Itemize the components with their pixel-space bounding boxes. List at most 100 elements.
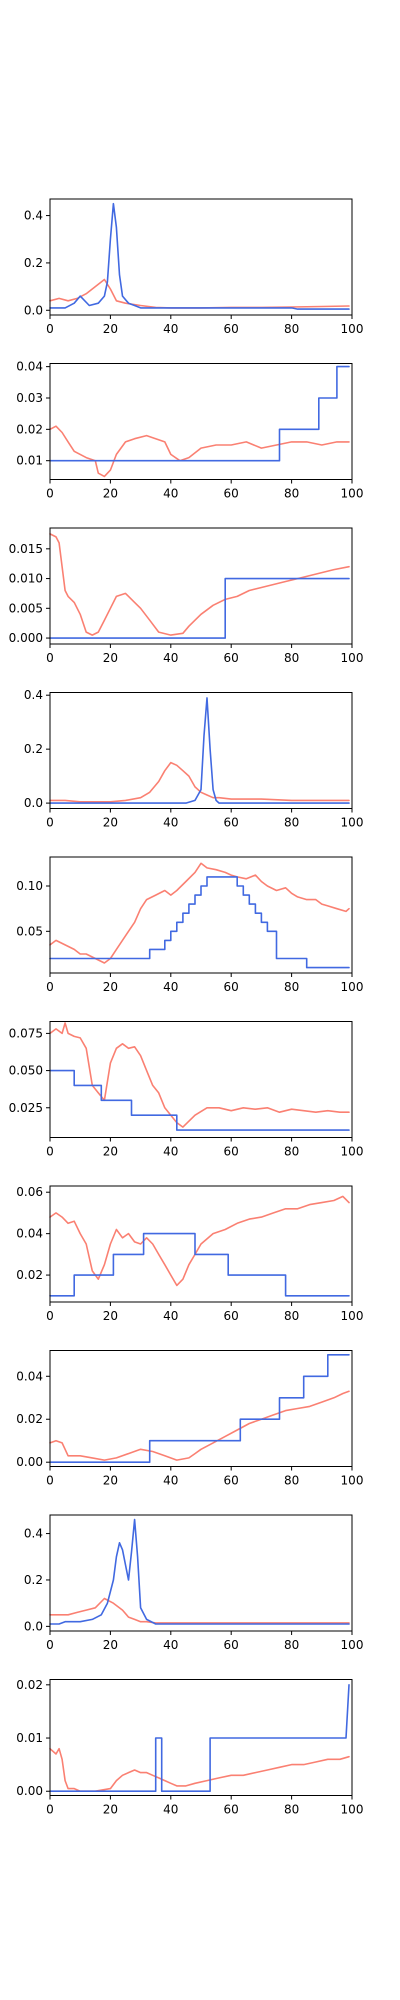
chart-8: 0 20 40 60 80 100 0.00 0.02 0.04	[16, 1350, 364, 1488]
chart-7: 0 20 40 60 80 100 0.02 0.04 0.06	[16, 1185, 363, 1323]
chart-2: 0 20 40 60 80 100 0.01 0.02 0.03 0.04	[16, 360, 363, 501]
chart-10-axes-frame	[49, 1679, 353, 1796]
chart-8-axes-frame	[49, 1350, 353, 1467]
chart-3-series-2-line	[49, 577, 350, 639]
x-tick-label: 0	[46, 980, 54, 994]
y-tick-label: 0.02	[16, 422, 43, 436]
x-tick-label: 40	[163, 1638, 178, 1652]
x-tick-label: 20	[103, 322, 118, 336]
y-tick-label: 0.02	[16, 1678, 43, 1692]
y-tick-label: 0.4	[24, 1527, 43, 1541]
x-tick-label: 40	[163, 980, 178, 994]
x-tick-label: 100	[341, 322, 364, 336]
chart-7-series-1-line	[49, 1195, 350, 1287]
x-tick-label: 100	[341, 1474, 364, 1488]
y-tick-label: 0.04	[16, 360, 43, 374]
x-tick-label: 0	[46, 487, 54, 501]
x-tick-label: 60	[224, 1145, 239, 1159]
chart-10: 0 20 40 60 80 100 0.00 0.01 0.02	[16, 1678, 363, 1817]
chart-7-axes-frame	[49, 1185, 353, 1303]
x-tick-label: 40	[163, 816, 178, 830]
x-tick-label: 100	[341, 651, 364, 665]
x-tick-label: 80	[284, 487, 299, 501]
x-tick-label: 100	[341, 980, 364, 994]
x-tick-label: 40	[163, 322, 178, 336]
x-tick-label: 0	[46, 1474, 54, 1488]
x-tick-label: 100	[341, 1309, 364, 1323]
chart-5-axes-frame	[49, 856, 353, 974]
y-tick-label: 0.2	[24, 742, 43, 756]
x-tick-label: 0	[46, 1145, 54, 1159]
x-tick-label: 0	[46, 816, 54, 830]
y-tick-label: 0.015	[9, 542, 43, 556]
y-tick-label: 0.025	[9, 1101, 43, 1115]
chart-10-series-2-line	[49, 1684, 350, 1792]
x-tick-label: 80	[284, 816, 299, 830]
x-tick-label: 20	[103, 816, 118, 830]
chart-2-series-2-line	[49, 365, 350, 462]
y-tick-label: 0.05	[16, 924, 43, 938]
chart-9-axes-frame	[49, 1514, 353, 1632]
y-tick-label: 0.005	[9, 601, 43, 615]
x-tick-label: 20	[103, 1474, 118, 1488]
x-tick-label: 40	[163, 1474, 178, 1488]
x-tick-label: 80	[284, 1638, 299, 1652]
x-tick-label: 80	[284, 1309, 299, 1323]
chart-1-series-2-line	[49, 202, 350, 310]
x-tick-label: 20	[103, 487, 118, 501]
y-tick-label: 0.00	[16, 1784, 43, 1798]
y-tick-label: 0.075	[9, 1026, 43, 1040]
x-tick-label: 60	[224, 1638, 239, 1652]
x-tick-label: 60	[224, 322, 239, 336]
y-tick-label: 0.01	[16, 1731, 43, 1745]
y-tick-label: 0.010	[9, 572, 43, 586]
chart-5-series-1-line	[49, 862, 350, 964]
x-tick-label: 20	[103, 1309, 118, 1323]
chart-5: 0 20 40 60 80 100 0.05 0.10	[16, 856, 364, 994]
x-tick-label: 100	[341, 1638, 364, 1652]
chart-6-axes-frame	[49, 1021, 353, 1138]
y-tick-label: 0.02	[16, 1412, 43, 1426]
y-tick-label: 0.01	[16, 454, 43, 468]
x-tick-label: 0	[46, 1638, 54, 1652]
x-tick-label: 100	[341, 1803, 364, 1817]
x-tick-label: 20	[103, 980, 118, 994]
chart-2-series-1-line	[49, 425, 350, 478]
x-tick-label: 60	[224, 487, 239, 501]
chart-8-series-2-line	[49, 1354, 350, 1463]
x-tick-label: 40	[163, 487, 178, 501]
y-tick-label: 0.00	[16, 1455, 43, 1469]
chart-2-axes-frame	[49, 363, 353, 480]
y-tick-label: 0.02	[16, 1268, 43, 1282]
x-tick-label: 60	[224, 980, 239, 994]
x-tick-label: 80	[284, 1474, 299, 1488]
x-tick-label: 40	[163, 1803, 178, 1817]
y-tick-label: 0.2	[24, 1573, 43, 1587]
chart-4-axes-frame	[49, 692, 353, 809]
chart-3: 0 20 40 60 80 100 0.000 0.005 0.010 0.015	[9, 527, 364, 665]
chart-1: 0 20 40 60 80 100 0.0 0.2 0.4	[24, 198, 364, 336]
x-tick-label: 80	[284, 1803, 299, 1817]
x-tick-label: 0	[46, 651, 54, 665]
x-tick-label: 60	[224, 816, 239, 830]
y-tick-label: 0.04	[16, 1227, 43, 1241]
y-tick-label: 0.0	[24, 796, 43, 810]
chart-6: 0 20 40 60 80 100 0.025 0.050 0.075	[9, 1021, 364, 1159]
y-tick-label: 0.4	[24, 688, 43, 702]
x-tick-label: 100	[341, 1145, 364, 1159]
x-tick-label: 40	[163, 651, 178, 665]
chart-4-series-1-line	[49, 761, 350, 803]
y-tick-label: 0.0	[24, 303, 43, 317]
y-tick-label: 0.04	[16, 1369, 43, 1383]
x-tick-label: 20	[103, 1638, 118, 1652]
x-tick-label: 40	[163, 1145, 178, 1159]
chart-3-series-1-line	[49, 533, 350, 636]
chart-1-axes-frame	[49, 198, 353, 316]
chart-10-series-1-line	[49, 1747, 350, 1792]
x-tick-label: 20	[103, 651, 118, 665]
x-tick-label: 60	[224, 1309, 239, 1323]
x-tick-label: 60	[224, 1803, 239, 1817]
x-tick-label: 0	[46, 1309, 54, 1323]
y-tick-label: 0.03	[16, 391, 43, 405]
